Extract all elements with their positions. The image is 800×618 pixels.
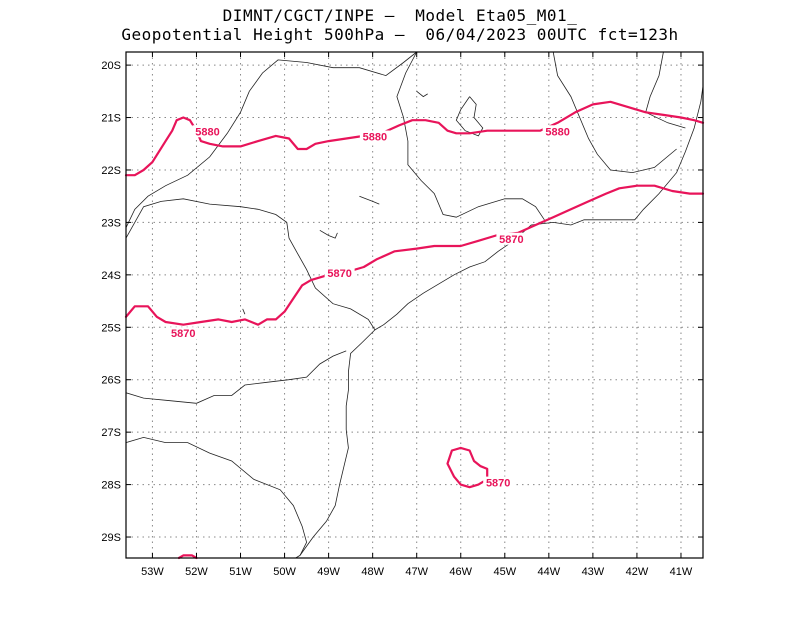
coastline-segment	[645, 51, 686, 129]
lat-tick-label: 24S	[101, 270, 121, 282]
contour-line-5880	[177, 554, 198, 560]
coastlines	[125, 51, 704, 559]
coastline-segment	[319, 229, 338, 239]
map-title-line1: DIMNT/CGCT/INPE – Model Eta05_M01_	[222, 6, 578, 25]
contour-label: 5870	[486, 478, 510, 490]
lat-tick-label: 21S	[101, 113, 121, 125]
contour-label-bg	[542, 125, 573, 138]
contour-label: 5870	[171, 328, 195, 340]
lon-tick-label: 53W	[141, 566, 164, 578]
graticule	[126, 52, 703, 558]
coastline-segment	[455, 96, 484, 137]
coastline-segment	[396, 51, 545, 221]
coastline-segment	[552, 51, 677, 174]
coastline-segment	[125, 436, 308, 556]
lat-tick-label: 22S	[101, 165, 121, 177]
lat-tick-label: 23S	[101, 217, 121, 229]
contour-labels: 5880 5880 5880 5870 5870 5870 5870	[168, 125, 573, 490]
map-title-line2: Geopotential Height 500hPa – 06/04/2023 …	[121, 25, 679, 44]
lon-tick-label: 44W	[538, 566, 561, 578]
contour-label: 5880	[363, 132, 387, 144]
lon-tick-label: 42W	[626, 566, 649, 578]
lon-tick-label: 45W	[493, 566, 516, 578]
coastline-segment	[359, 195, 380, 205]
contour-label-bg	[192, 125, 223, 138]
lon-tick-label: 52W	[185, 566, 208, 578]
contour-line-5880	[124, 100, 705, 177]
lon-tick-label: 49W	[317, 566, 340, 578]
lat-tick-label: 29S	[101, 532, 121, 544]
lat-tick-label: 27S	[101, 427, 121, 439]
lon-tick-label: 47W	[405, 566, 428, 578]
lon-tick-label: 46W	[449, 566, 472, 578]
contour-label-bg	[359, 130, 390, 143]
map-frame	[125, 51, 704, 559]
contour-line-5870	[446, 446, 489, 489]
coastline-segment	[374, 86, 704, 331]
contour-label-bg	[168, 327, 199, 340]
coastline-segment	[125, 198, 376, 331]
contour-label-bg	[324, 266, 355, 279]
contour-label: 5870	[499, 234, 523, 246]
coastline-segment	[125, 51, 417, 228]
contour-label-bg	[483, 476, 514, 489]
lat-tick-label: 28S	[101, 480, 121, 492]
axis-ticks: 53W 52W 51W 50W 49W 48W 47W 46W 45W 44W 43W 42W 41W 2…	[101, 52, 703, 578]
contour-label-bg	[496, 232, 527, 245]
lon-tick-label: 50W	[273, 566, 296, 578]
lon-tick-label: 41W	[670, 566, 693, 578]
lat-tick-label: 25S	[101, 322, 121, 334]
lat-tick-label: 20S	[101, 60, 121, 72]
lon-tick-label: 43W	[582, 566, 605, 578]
lon-tick-label: 51W	[229, 566, 252, 578]
lat-tick-label: 26S	[101, 375, 121, 387]
coastline-segment	[295, 329, 376, 559]
lon-tick-label: 48W	[361, 566, 384, 578]
coastline-segment	[242, 308, 246, 315]
contour-label: 5880	[195, 126, 219, 138]
contour-label: 5870	[327, 268, 351, 280]
contour-label: 5880	[545, 126, 569, 138]
contour-line-5870	[124, 184, 705, 326]
geopotential-contours	[124, 100, 705, 560]
coastline-segment	[416, 90, 428, 98]
coastline-segment	[125, 350, 347, 404]
